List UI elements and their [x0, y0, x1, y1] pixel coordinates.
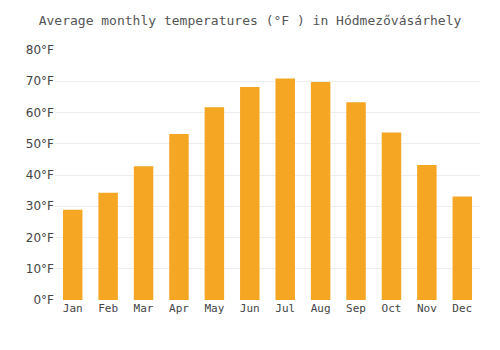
svg-text:Jun: Jun: [240, 302, 260, 315]
svg-text:Jan: Jan: [63, 302, 83, 315]
svg-text:Average monthly temperatures (: Average monthly temperatures (°F ) in Hó…: [39, 13, 462, 28]
svg-text:60°F: 60°F: [26, 106, 54, 120]
svg-text:0°F: 0°F: [33, 293, 54, 307]
svg-text:Feb: Feb: [98, 302, 118, 315]
svg-text:50°F: 50°F: [26, 137, 54, 151]
svg-text:Nov: Nov: [417, 302, 437, 315]
svg-text:Mar: Mar: [134, 302, 154, 315]
svg-text:Dec: Dec: [452, 302, 472, 315]
svg-text:Apr: Apr: [169, 302, 189, 315]
svg-text:10°F: 10°F: [26, 262, 54, 276]
svg-text:Aug: Aug: [311, 302, 331, 315]
svg-text:40°F: 40°F: [26, 168, 54, 182]
svg-text:80°F: 80°F: [26, 43, 54, 57]
svg-text:30°F: 30°F: [26, 199, 54, 213]
svg-text:Jul: Jul: [275, 302, 295, 315]
svg-text:70°F: 70°F: [26, 74, 54, 88]
svg-text:20°F: 20°F: [26, 231, 54, 245]
svg-text:Sep: Sep: [346, 302, 366, 315]
svg-text:May: May: [204, 302, 224, 315]
svg-text:Oct: Oct: [382, 302, 402, 315]
